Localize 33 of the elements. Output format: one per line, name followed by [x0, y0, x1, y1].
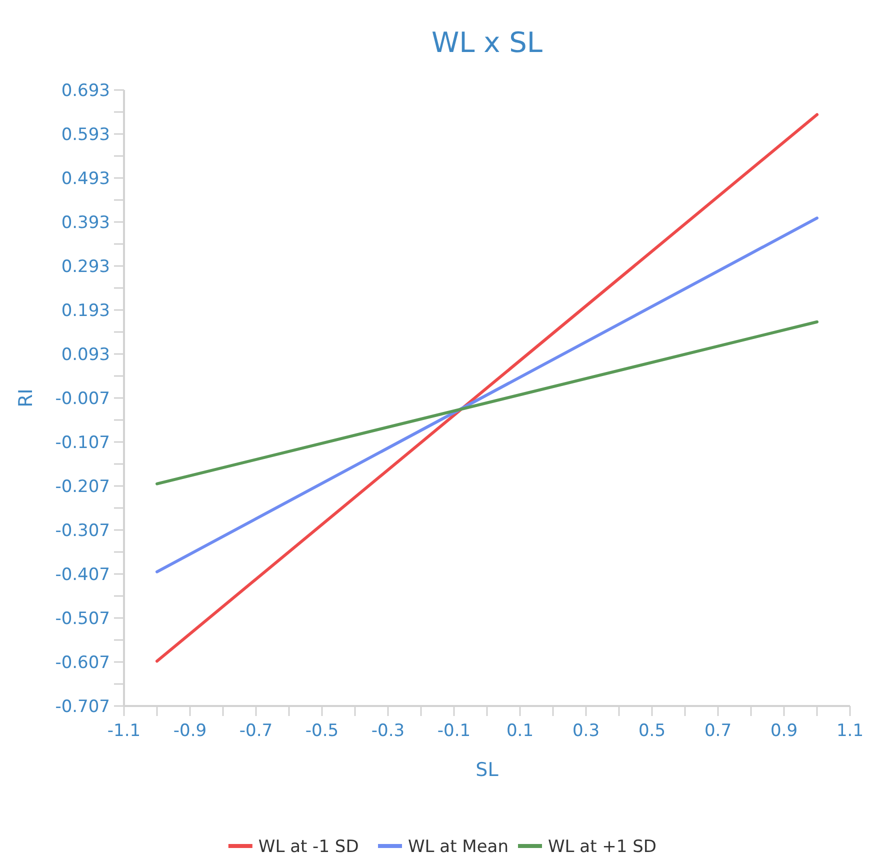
y-tick-label: -0.407 [55, 564, 110, 585]
x-axis-title: SL [476, 759, 499, 781]
x-tick-label: 0.9 [770, 721, 798, 741]
x-tick-label: -1.1 [107, 721, 141, 741]
x-tick-label: 0.3 [572, 721, 600, 741]
x-tick-label: -0.7 [239, 721, 273, 741]
y-tick-label: -0.507 [55, 608, 110, 629]
y-tick-label: -0.207 [55, 476, 110, 497]
x-tick-label: 0.7 [704, 721, 732, 741]
x-tick-label: 1.1 [836, 721, 864, 741]
y-tick-label: -0.707 [55, 696, 110, 717]
y-tick-label: -0.107 [55, 432, 110, 453]
x-tick-label: -0.9 [173, 721, 207, 741]
legend-label: WL at Mean [408, 836, 508, 857]
y-tick-label: 0.193 [61, 300, 110, 321]
y-tick-label: 0.393 [61, 212, 110, 233]
chart-title: WL x SL [431, 26, 543, 59]
y-tick-label: 0.593 [61, 124, 110, 145]
y-tick-label: -0.607 [55, 652, 110, 673]
x-tick-label: -0.3 [371, 721, 405, 741]
legend-label: WL at -1 SD [258, 836, 359, 857]
y-tick-label: -0.307 [55, 520, 110, 541]
y-tick-label: 0.493 [61, 168, 110, 189]
x-tick-label: 0.5 [638, 721, 666, 741]
y-tick-label: 0.293 [61, 256, 110, 277]
y-tick-label: 0.093 [61, 344, 110, 365]
x-tick-label: 0.1 [506, 721, 534, 741]
x-tick-label: -0.1 [437, 721, 471, 741]
x-tick-label: -0.5 [305, 721, 339, 741]
y-tick-label: 0.693 [61, 80, 110, 101]
y-axis-title: RI [15, 388, 37, 408]
y-tick-label: -0.007 [55, 388, 110, 409]
legend-label: WL at +1 SD [548, 836, 657, 857]
